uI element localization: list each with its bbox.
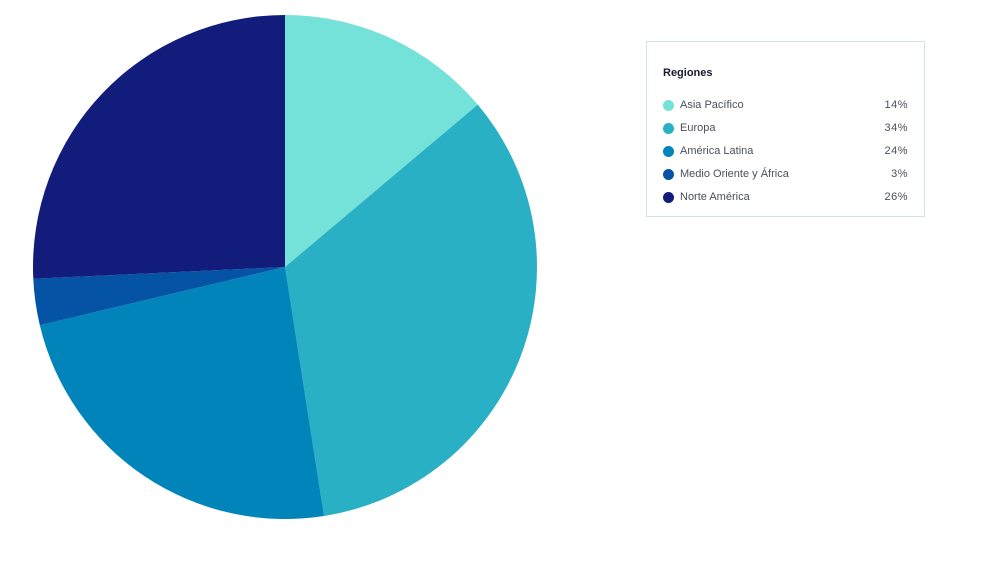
pie-slice-europa bbox=[285, 104, 537, 516]
legend-label: América Latina bbox=[680, 145, 754, 157]
pie-slices bbox=[32, 15, 537, 519]
legend-item-medio-oriente-y-africa: Medio Oriente y África 3% bbox=[663, 167, 908, 183]
legend-label: Medio Oriente y África bbox=[680, 168, 789, 180]
legend-swatch bbox=[663, 100, 674, 111]
legend-swatch bbox=[663, 123, 674, 134]
legend-value: 3% bbox=[891, 168, 908, 180]
legend: Regiones Asia Pacífico 14% Europa 34% Améric… bbox=[646, 41, 925, 217]
legend-item-europa: Europa 34% bbox=[663, 121, 908, 137]
legend-label: Asia Pacífico bbox=[680, 99, 744, 111]
pie-slice-medio-oriente-y-africa bbox=[33, 267, 286, 326]
legend-label: Europa bbox=[680, 122, 716, 134]
pie-slice-asia-pacifico bbox=[285, 15, 478, 267]
legend-label: Norte América bbox=[680, 191, 750, 203]
legend-item-norte-america: Norte América 26% bbox=[663, 190, 908, 206]
pie-slice-america-latina bbox=[39, 267, 325, 519]
legend-item-asia-pacifico: Asia Pacífico 14% bbox=[663, 98, 908, 114]
legend-value: 24% bbox=[884, 145, 908, 157]
legend-value: 34% bbox=[884, 122, 908, 134]
legend-swatch bbox=[663, 192, 674, 203]
legend-value: 26% bbox=[884, 191, 908, 203]
legend-swatch bbox=[663, 146, 674, 157]
legend-item-america-latina: América Latina 24% bbox=[663, 144, 908, 160]
legend-value: 14% bbox=[884, 99, 908, 111]
legend-swatch bbox=[663, 169, 674, 180]
legend-title: Regiones bbox=[663, 67, 713, 79]
pie-slice-norte-america bbox=[32, 15, 285, 279]
pie-chart bbox=[32, 15, 537, 519]
